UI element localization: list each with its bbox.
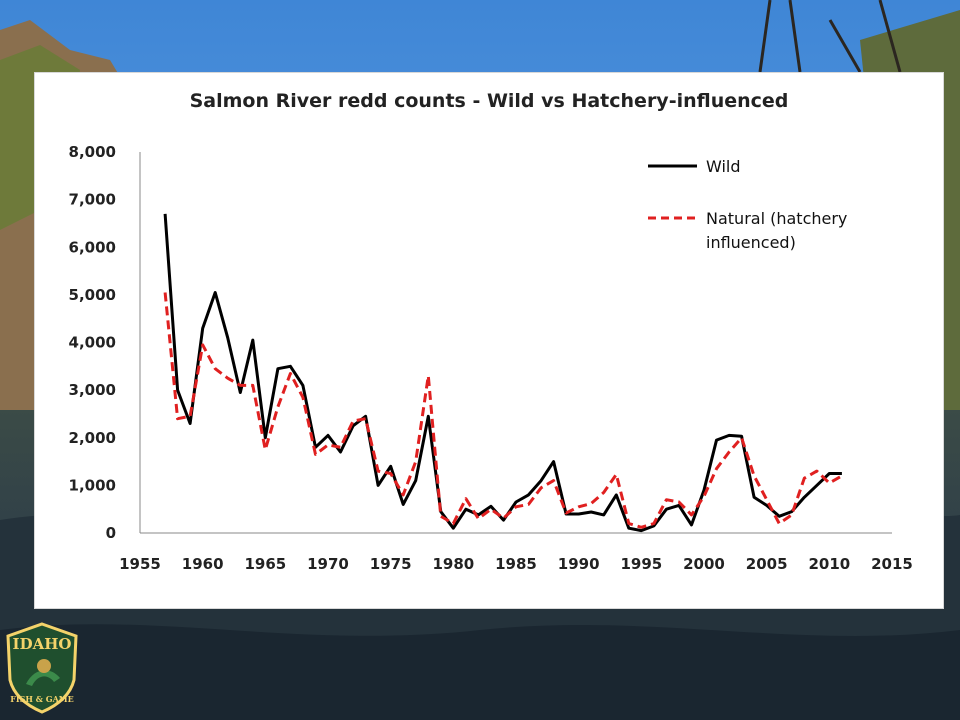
legend-label-natural: Natural (hatchery influenced) bbox=[706, 209, 852, 252]
y-tick-label: 2,000 bbox=[69, 429, 116, 447]
x-tick-label: 1980 bbox=[432, 555, 474, 573]
y-tick-label: 0 bbox=[106, 524, 116, 542]
x-tick-label: 1975 bbox=[370, 555, 412, 573]
x-tick-label: 1960 bbox=[182, 555, 224, 573]
chart-panel bbox=[34, 72, 944, 609]
legend-label-natural-line1: Natural (hatchery bbox=[706, 209, 847, 228]
x-axis-ticks: 1955 1960 1965 1970 1975 1980 1985 1990 1995 2000… bbox=[119, 555, 913, 573]
y-tick-label: 6,000 bbox=[69, 238, 116, 256]
logo-fish-game-text: FISH & GAME bbox=[10, 694, 74, 704]
chart-title: Salmon River redd counts - Wild vs Hatch… bbox=[189, 90, 789, 112]
x-tick-label: 1970 bbox=[307, 555, 349, 573]
x-tick-label: 1990 bbox=[558, 555, 600, 573]
legend: Wild Natural (hatchery influenced) bbox=[648, 157, 852, 252]
y-tick-label: 5,000 bbox=[69, 286, 116, 304]
y-tick-label: 7,000 bbox=[69, 191, 116, 209]
x-tick-label: 1985 bbox=[495, 555, 537, 573]
idaho-fish-game-logo: IDAHO FISH & GAME bbox=[6, 622, 78, 714]
x-tick-label: 1955 bbox=[119, 555, 161, 573]
y-tick-label: 4,000 bbox=[69, 334, 116, 352]
chart-axes bbox=[139, 152, 892, 534]
x-tick-label: 2010 bbox=[808, 555, 850, 573]
series-line-wild bbox=[163, 213, 842, 533]
series-layer bbox=[163, 213, 843, 533]
x-tick-label: 2005 bbox=[746, 555, 788, 573]
y-tick-label: 1,000 bbox=[69, 476, 116, 494]
x-tick-label: 2015 bbox=[871, 555, 913, 573]
y-tick-label: 8,000 bbox=[69, 143, 116, 161]
series-line-natural bbox=[163, 292, 843, 529]
logo-idaho-text: IDAHO bbox=[13, 635, 72, 653]
legend-label-natural-line2: influenced) bbox=[706, 233, 796, 252]
x-tick-label: 1995 bbox=[620, 555, 662, 573]
legend-label-wild: Wild bbox=[706, 157, 741, 176]
x-tick-label: 2000 bbox=[683, 555, 725, 573]
y-tick-label: 3,000 bbox=[69, 381, 116, 399]
y-axis-ticks: 0 1,000 2,000 3,000 4,000 5,000 6,000 7,000 8,00… bbox=[69, 143, 116, 542]
x-tick-label: 1965 bbox=[244, 555, 286, 573]
